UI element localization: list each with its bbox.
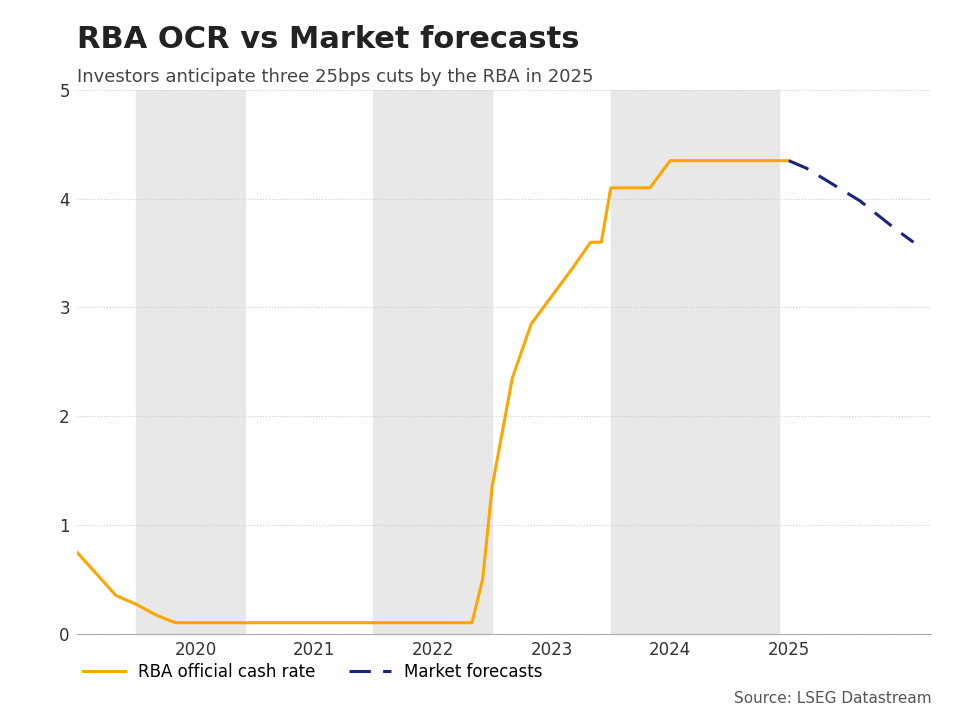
Bar (373, 90, 492, 634)
Text: Investors anticipate three 25bps cuts by the RBA in 2025: Investors anticipate three 25bps cuts by… (77, 68, 593, 86)
Bar (611, 90, 780, 634)
Text: Source: LSEG Datastream: Source: LSEG Datastream (733, 690, 931, 706)
Bar (136, 90, 246, 634)
Text: RBA OCR vs Market forecasts: RBA OCR vs Market forecasts (77, 25, 579, 54)
Legend: RBA official cash rate, Market forecasts: RBA official cash rate, Market forecasts (77, 657, 549, 688)
